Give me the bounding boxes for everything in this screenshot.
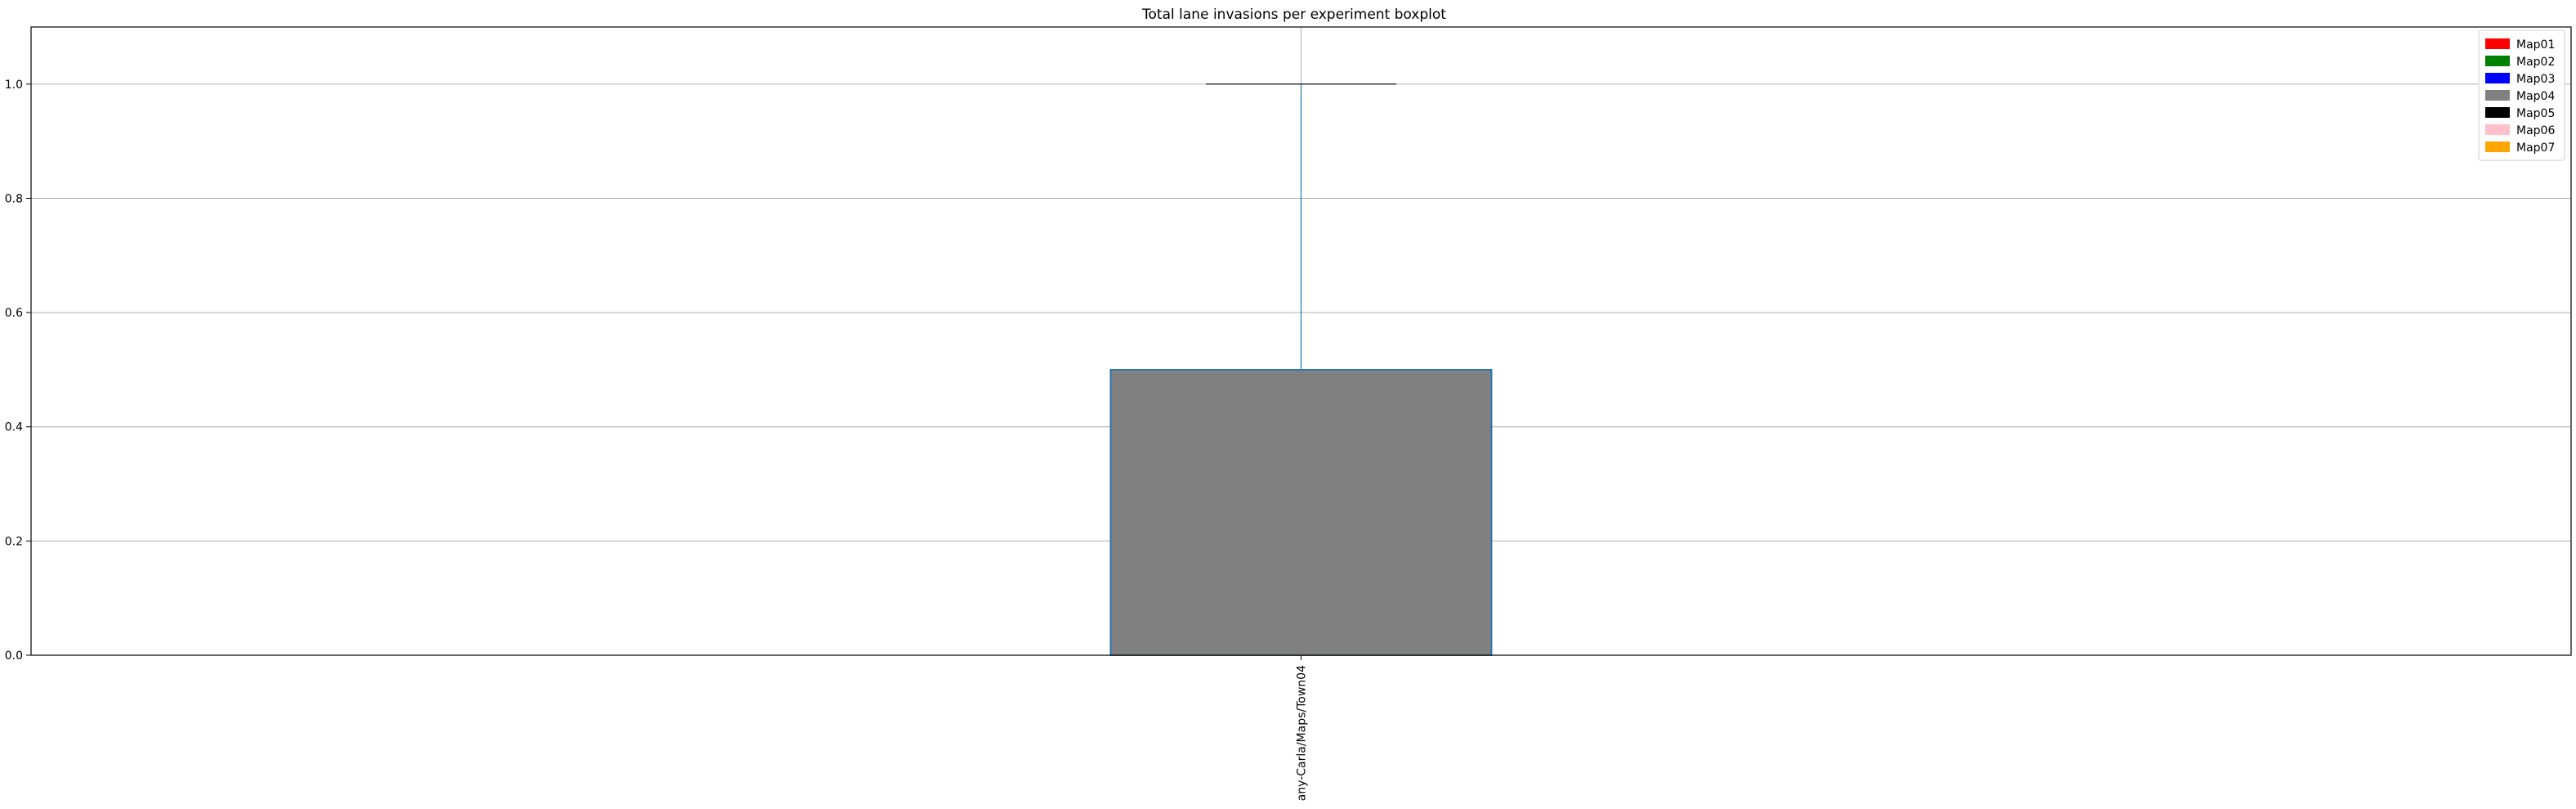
legend-swatch: [2485, 124, 2510, 135]
y-tick-label: 0.0: [5, 649, 23, 663]
axes: 0.0 0.2 0.4 0.6 0.8 1.0 any-Carla/Maps/Town04: [5, 79, 1309, 801]
box: [1109, 369, 1493, 656]
legend-label: Map01: [2516, 38, 2555, 52]
y-tick-label: 1.0: [5, 79, 23, 92]
legend-label: Map07: [2516, 142, 2555, 155]
y-tick-label: 0.8: [5, 192, 23, 205]
legend-swatch: [2485, 142, 2510, 152]
y-tick-label: 0.6: [5, 307, 23, 320]
legend-swatch: [2485, 38, 2510, 49]
boxes: [1109, 83, 1493, 656]
legend-swatch: [2485, 107, 2510, 118]
legend-label: Map06: [2516, 124, 2555, 137]
legend-label: Map04: [2516, 90, 2555, 103]
legend-label: Map02: [2516, 56, 2555, 69]
legend-swatch: [2485, 56, 2510, 66]
x-tick-label: any-Carla/Maps/Town04: [1296, 665, 1309, 801]
legend-label: Map03: [2516, 73, 2555, 86]
legend-swatch: [2485, 73, 2510, 83]
y-tick-label: 0.4: [5, 421, 23, 434]
legend-label: Map05: [2516, 107, 2555, 120]
legend: Map01 Map02 Map03 Map04 Map05 Map06 Map07: [2478, 29, 2565, 161]
legend-swatch: [2485, 90, 2510, 101]
y-tick-label: 0.2: [5, 535, 23, 548]
chart-title: Total lane invasions per experiment boxp…: [1141, 7, 1446, 23]
